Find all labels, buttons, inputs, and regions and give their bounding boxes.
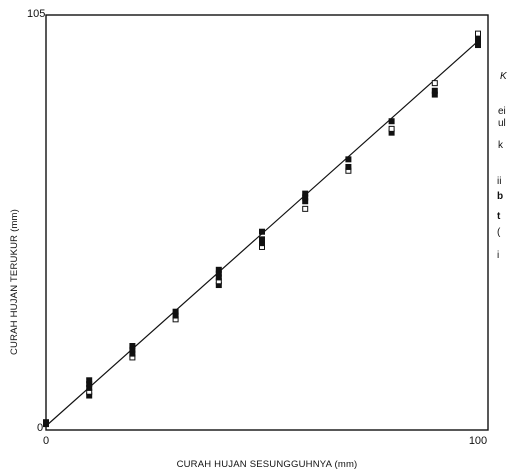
data-point bbox=[388, 118, 395, 125]
data-point bbox=[345, 156, 352, 163]
cropped-side-text: K ei ul k ii b t ( i bbox=[497, 71, 508, 261]
side-text-3: ul bbox=[498, 118, 506, 129]
data-point bbox=[43, 419, 49, 426]
data-point bbox=[172, 308, 179, 315]
x-tick-label-100: 100 bbox=[469, 435, 487, 447]
x-tick-label-0: 0 bbox=[43, 435, 49, 447]
data-point bbox=[431, 87, 438, 94]
data-point bbox=[215, 266, 222, 273]
data-point bbox=[345, 163, 352, 170]
x-axis-label: CURAH HUJAN SESUNGGUHNYA (mm) bbox=[177, 459, 358, 470]
data-point bbox=[129, 343, 136, 349]
plot-frame bbox=[45, 14, 489, 431]
data-point bbox=[302, 205, 309, 212]
side-text-7: t bbox=[497, 211, 501, 222]
side-text-8: ( bbox=[497, 227, 501, 238]
data-point bbox=[259, 228, 265, 235]
data-point bbox=[388, 125, 395, 132]
data-point bbox=[431, 80, 438, 87]
side-text-6: b bbox=[497, 191, 503, 202]
y-tick-label-0: 0 bbox=[37, 422, 43, 434]
side-text-4: k bbox=[498, 140, 504, 151]
data-point bbox=[475, 30, 481, 37]
y-axis-label: CURAH HUJAN TERUKUR (mm) bbox=[9, 209, 20, 355]
side-text-1: K bbox=[500, 71, 508, 82]
side-text-5: ii bbox=[497, 176, 501, 187]
data-marks bbox=[43, 30, 481, 428]
data-point bbox=[86, 377, 93, 384]
y-tick-label-105: 105 bbox=[27, 8, 45, 20]
data-point bbox=[259, 236, 265, 243]
side-text-2: ei bbox=[498, 106, 506, 117]
side-text-9: i bbox=[497, 250, 499, 261]
data-point bbox=[302, 190, 309, 197]
